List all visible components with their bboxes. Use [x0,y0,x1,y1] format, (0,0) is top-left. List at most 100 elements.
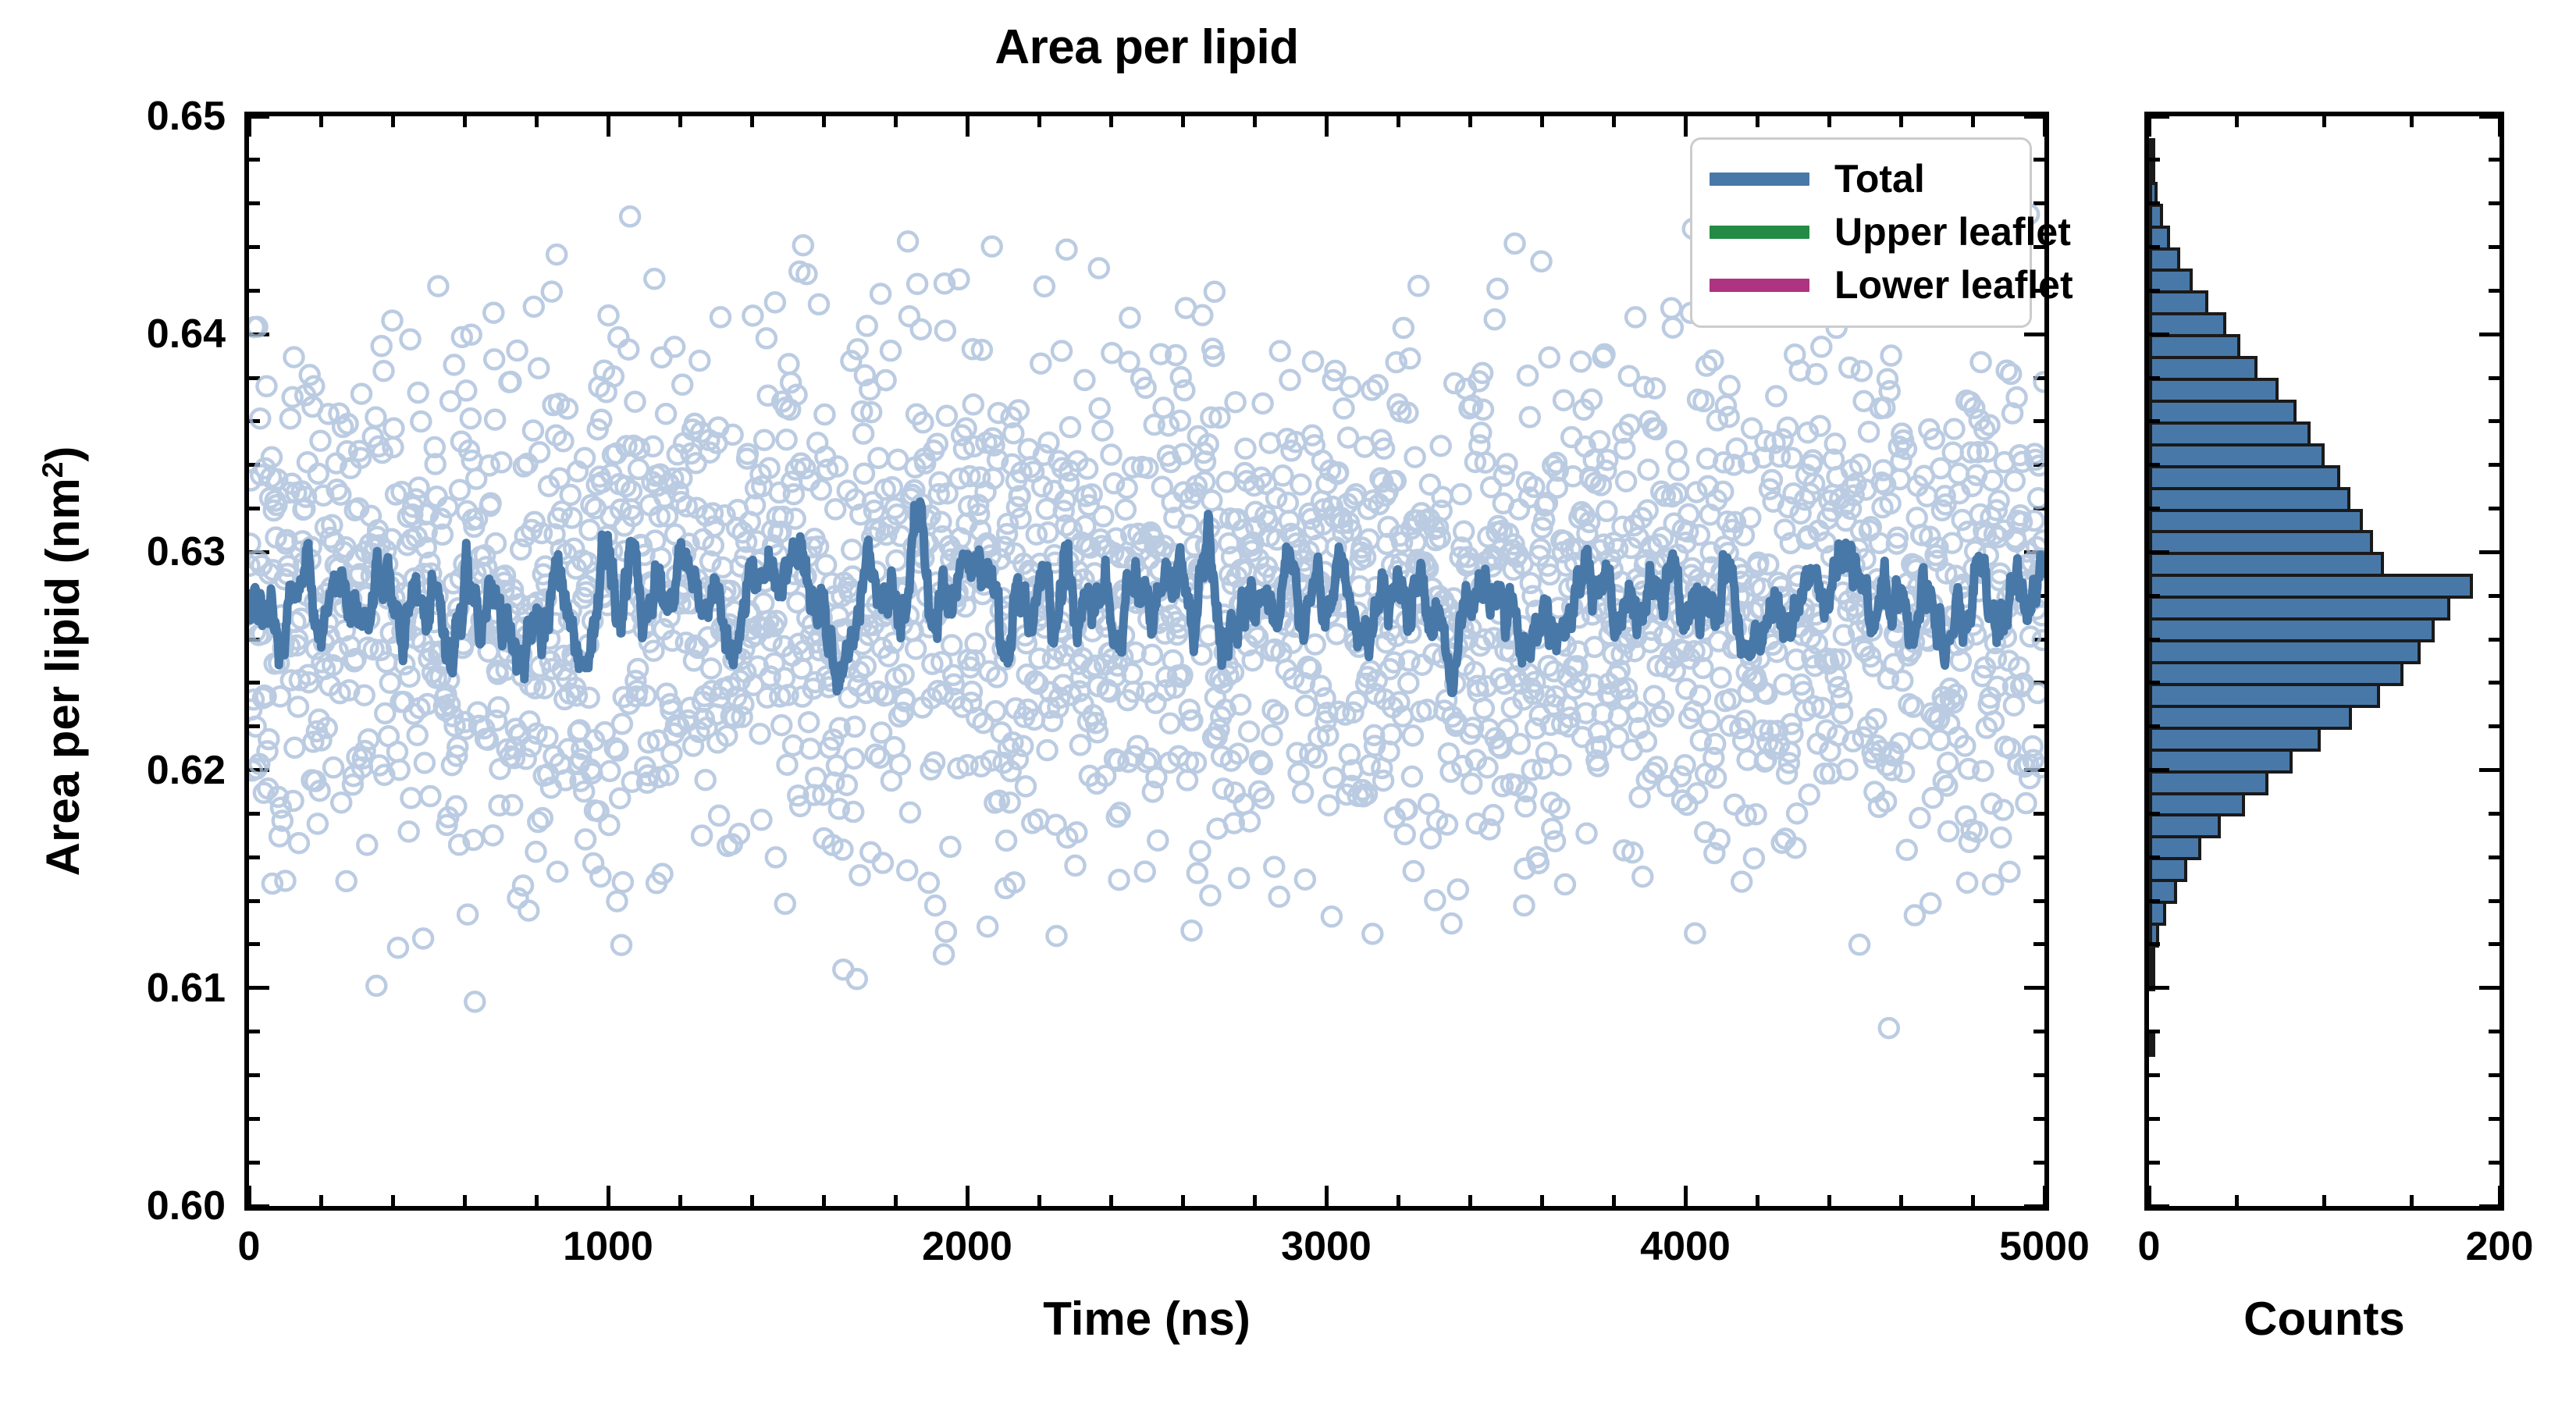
y-minor-tick-right [2033,898,2044,903]
y-minor-tick-right [2033,375,2044,380]
hist-y-minor-tick-right [2489,637,2500,642]
histogram-bar [2149,704,2353,730]
x-major-tick-top [1683,116,1688,137]
hist-y-minor-tick [2149,855,2160,859]
x-minor-tick-top [1180,116,1185,127]
hist-x-minor-tick-top [2234,116,2239,127]
x-minor-tick-top [893,116,898,127]
y-minor-tick [249,419,260,424]
x-minor-tick [678,1195,682,1206]
y-tick-label: 0.64 [146,311,226,357]
histogram-axes [2144,112,2504,1211]
y-minor-tick-right [2033,724,2044,729]
x-tick-label: 4000 [1640,1224,1731,1269]
y-minor-tick [249,158,260,162]
x-major-tick-top [1324,116,1329,137]
y-tick-label: 0.61 [146,965,226,1011]
y-axis-label-main: Area per lipid (nm2) [36,446,89,877]
hist-x-minor-tick-top [2322,116,2326,127]
hist-y-minor-tick [2149,288,2160,293]
x-minor-tick [534,1195,539,1206]
x-major-tick [1683,1186,1688,1206]
hist-x-minor-tick-top [2410,116,2414,127]
y-minor-tick [249,898,260,903]
y-minor-tick [249,681,260,685]
hist-y-minor-tick-right [2489,463,2500,468]
histogram-bar [2149,378,2279,403]
y-minor-tick-right [2033,1160,2044,1165]
x-minor-tick-top [1468,116,1472,127]
x-tick-label: 0 [237,1224,261,1269]
total-mean-line [250,502,2044,693]
x-major-tick [247,1186,251,1206]
x-minor-tick [1252,1195,1257,1206]
y-major-tick [249,768,269,773]
y-minor-tick-right [2033,288,2044,293]
x-minor-tick [1396,1195,1400,1206]
x-tick-label: 3000 [1281,1224,1372,1269]
histogram-bars-area [2149,116,2500,1206]
x-minor-tick [1037,1195,1041,1206]
hist-y-major-tick [2149,550,2169,554]
hist-y-major-tick [2149,768,2169,773]
y-major-tick [249,114,269,119]
histogram-bar [2149,508,2363,534]
hist-y-minor-tick-right [2489,245,2500,250]
x-tick-label: 2000 [922,1224,1012,1269]
histogram-bar [2149,530,2374,556]
x-minor-tick-top [749,116,754,127]
histogram-bar [2149,596,2451,621]
hist-y-minor-tick-right [2489,201,2500,206]
hist-y-minor-tick [2149,375,2160,380]
y-minor-tick [249,942,260,947]
hist-x-minor-tick [2234,1195,2239,1206]
x-major-tick [2042,1186,2047,1206]
hist-y-major-tick-right [2479,114,2500,119]
y-axis-label-main-tail: ) [37,446,89,462]
x-minor-tick [1611,1195,1616,1206]
x-minor-tick-top [1970,116,1975,127]
histogram-bar [2149,247,2181,272]
legend-item-lower-leaflet[interactable]: Lower leaflet [1710,258,2073,311]
legend[interactable]: Total Upper leaflet Lower leaflet [1690,137,2073,328]
histogram-bar [2149,857,2188,883]
y-axis-label-main-exponent: 2 [36,461,69,478]
legend-item-total[interactable]: Total [1710,152,2012,205]
hist-y-minor-tick [2149,158,2160,162]
y-minor-tick [249,375,260,380]
hist-y-minor-tick [2149,681,2160,685]
histogram-bar [2149,574,2474,599]
x-minor-tick [1970,1195,1975,1206]
y-tick-label: 0.65 [146,94,226,139]
hist-y-minor-tick [2149,1072,2160,1077]
y-minor-tick [249,811,260,816]
y-minor-tick [249,1072,260,1077]
y-axis-label-main-text: Area per lipid (nm [37,478,89,877]
x-axis-label-histogram: Counts [2243,1293,2405,1345]
hist-y-minor-tick [2149,811,2160,816]
histogram-bar [2149,356,2258,382]
y-minor-tick [249,1030,260,1034]
hist-y-minor-tick [2149,1116,2160,1121]
hist-y-minor-tick-right [2489,1072,2500,1077]
x-minor-tick [1468,1195,1472,1206]
x-minor-tick [390,1195,395,1206]
hist-y-minor-tick [2149,724,2160,729]
x-major-tick [606,1186,610,1206]
hist-x-major-tick-top [2497,116,2502,137]
hist-y-major-tick-right [2479,986,2500,991]
x-minor-tick-top [1539,116,1544,127]
y-minor-tick [249,463,260,468]
x-tick-label: 5000 [1999,1224,2090,1269]
y-minor-tick [249,507,260,511]
hist-y-minor-tick-right [2489,419,2500,424]
histogram-bar [2149,486,2351,512]
hist-y-minor-tick [2149,637,2160,642]
histogram-bar [2149,552,2384,578]
histogram-bar [2149,203,2163,229]
legend-swatch-icon [1710,225,1809,239]
legend-item-upper-leaflet[interactable]: Upper leaflet [1710,205,2071,258]
hist-y-minor-tick [2149,942,2160,947]
histogram-bar [2149,944,2155,969]
